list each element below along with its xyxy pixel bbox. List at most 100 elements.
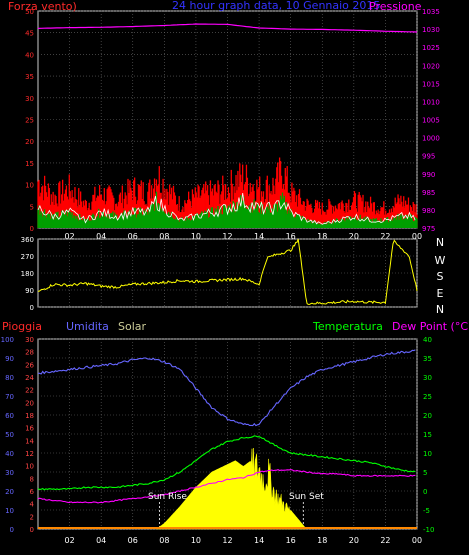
rain-tick-label: 16: [25, 425, 34, 433]
wind-tick-label: 20: [25, 138, 34, 146]
pressure-tick-label: 1030: [422, 26, 440, 34]
wind-x-tick-label: 12: [222, 232, 232, 241]
temp-tick-label: -5: [423, 507, 430, 515]
rain-tick-label: 20: [25, 399, 34, 407]
rain-tick-label: 28: [25, 349, 34, 357]
compass-label-w: W: [435, 254, 446, 267]
rain-tick-label: 12: [25, 450, 34, 458]
humidity-tick-label: 30: [5, 469, 14, 477]
wind-x-tick-label: 14: [254, 232, 264, 241]
wind-x-tick-label: 22: [380, 232, 390, 241]
temp-tick-label: 40: [423, 336, 432, 344]
weather-x-tick-label: 18: [317, 536, 327, 545]
humidity-tick-label: 100: [1, 336, 14, 344]
pressure-tick-label: 1010: [422, 98, 440, 106]
pressure-tick-label: 1020: [422, 62, 440, 70]
dir-tick-label: 270: [21, 253, 34, 261]
pressure-tick-label: 1000: [422, 135, 440, 143]
wind-x-tick-label: 00: [412, 232, 422, 241]
weather-x-tick-label: 04: [96, 536, 106, 545]
wind-tick-label: 30: [25, 95, 34, 103]
wind-x-tick-label: 04: [96, 232, 106, 241]
wind-direction-line: [37, 239, 418, 305]
humidity-tick-label: 50: [5, 431, 14, 439]
rain-tick-label: 8: [30, 475, 34, 483]
wind-tick-label: 0: [30, 225, 34, 233]
wind-axis-label: Forza vento): [8, 0, 77, 13]
humidity-tick-label: 90: [5, 355, 14, 363]
pressure-tick-label: 1035: [422, 8, 440, 16]
weather-panel: -10-505101520253035400102030405060708090…: [1, 320, 469, 545]
wind-tick-label: 15: [25, 160, 34, 168]
solar-axis-label: Solar: [118, 320, 147, 333]
weather-x-tick-label: 06: [128, 536, 138, 545]
compass-label-n: N: [436, 236, 444, 249]
weather-x-tick-label: 00: [412, 536, 422, 545]
wind-x-tick-label: 18: [317, 232, 327, 241]
rain-tick-label: 10: [25, 463, 34, 471]
sunrise-label: Sun Rise: [148, 492, 187, 502]
weather-panel-tick-labels: -10-505101520253035400102030405060708090…: [1, 336, 435, 545]
weather-x-tick-label: 22: [380, 536, 390, 545]
pressure-tick-label: 980: [422, 207, 435, 215]
dir-tick-label: 0: [30, 304, 34, 312]
wind-tick-label: 5: [30, 203, 34, 211]
compass-label-s: S: [437, 270, 444, 283]
weather-x-tick-label: 12: [222, 536, 232, 545]
weather-x-tick-label: 08: [159, 536, 169, 545]
humidity-tick-label: 0: [10, 526, 14, 534]
temp-tick-label: 35: [423, 355, 432, 363]
sunset-label: Sun Set: [289, 492, 324, 502]
pressure-line: [37, 23, 418, 33]
pressure-tick-label: 995: [422, 153, 435, 161]
humidity-tick-label: 60: [5, 412, 14, 420]
chart-title: 24 hour graph data, 10 Gennaio 2015: [172, 0, 380, 12]
rain-tick-label: 2: [30, 513, 34, 521]
temp-tick-label: 15: [423, 431, 432, 439]
wind-pressure-panel: 0510152025303540455097598098599099510001…: [8, 0, 440, 241]
rain-axis-label: Pioggia: [2, 320, 42, 333]
humidity-tick-label: 70: [5, 393, 14, 401]
compass-label-n: N: [436, 303, 444, 316]
dir-tick-label: 90: [25, 287, 34, 295]
rain-tick-label: 24: [25, 374, 34, 382]
wind-x-tick-label: 02: [64, 232, 74, 241]
wind-panel-tick-labels: 0510152025303540455097598098599099510001…: [25, 8, 440, 241]
wind-panel-series: [37, 23, 418, 228]
humidity-line: [38, 349, 416, 427]
dewpoint-axis-label: Dew Point (°C): [392, 320, 469, 333]
temp-tick-label: -10: [423, 526, 434, 534]
humidity-tick-label: 80: [5, 374, 14, 382]
pressure-tick-label: 975: [422, 225, 435, 233]
pressure-tick-label: 1015: [422, 80, 440, 88]
weather-x-tick-label: 20: [349, 536, 359, 545]
humidity-tick-label: 40: [5, 450, 14, 458]
rain-tick-label: 22: [25, 387, 34, 395]
temperature-line: [37, 435, 416, 491]
wind-avg-line: [37, 192, 416, 225]
temp-tick-label: 5: [423, 469, 427, 477]
pressure-tick-label: 1025: [422, 44, 440, 52]
wind-tick-label: 10: [25, 182, 34, 190]
temp-tick-label: 25: [423, 393, 432, 401]
rain-tick-label: 18: [25, 412, 34, 420]
weather-panel-series: [37, 349, 417, 530]
compass-label-e: E: [437, 287, 444, 300]
wind-x-tick-label: 20: [349, 232, 359, 241]
rain-tick-label: 4: [30, 501, 35, 509]
rain-tick-label: 6: [30, 488, 35, 496]
temperature-axis-label: Temperatura: [312, 320, 383, 333]
wind-x-tick-label: 08: [159, 232, 169, 241]
rain-tick-label: 0: [30, 526, 34, 534]
wind-dir-grid: [38, 238, 418, 308]
wind-x-tick-label: 06: [128, 232, 138, 241]
pressure-tick-label: 990: [422, 171, 435, 179]
wind-dir-series: [37, 239, 418, 305]
wind-tick-label: 25: [25, 117, 34, 125]
temp-tick-label: 20: [423, 412, 432, 420]
wind-tick-label: 45: [25, 30, 34, 38]
temp-tick-label: 30: [423, 374, 432, 382]
